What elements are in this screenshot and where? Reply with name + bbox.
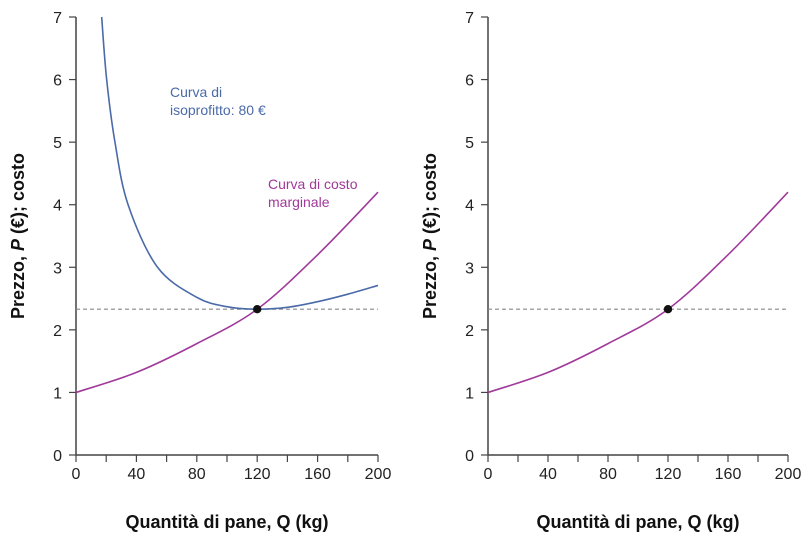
- x-tick-label: 40: [128, 466, 146, 483]
- y-tick-label: 5: [53, 135, 62, 152]
- y-axis-label-part: P: [8, 238, 28, 251]
- series-label: Curva di costo: [268, 176, 358, 192]
- y-tick-label: 1: [53, 385, 62, 402]
- equilibrium-point: [253, 305, 262, 314]
- y-axis-label-part: Prezzo,: [420, 251, 440, 319]
- y-tick-label: 6: [53, 73, 62, 90]
- chart-panel-1: 0 40 80 120 160 200 0 1 2 3 4 5 6 7 Quantità di pane, …: [8, 10, 391, 532]
- x-tick-label: 0: [484, 466, 493, 483]
- equilibrium-point: [663, 305, 673, 314]
- x-tick-label: 200: [775, 466, 802, 483]
- y-axis-label: Prezzo, P (€); costo: [8, 153, 28, 319]
- series-label: Curva di: [170, 84, 222, 100]
- y-axis-label-part: P: [420, 238, 440, 251]
- y-axis-label-part: (€); costo: [8, 153, 28, 239]
- x-tick-label: 160: [304, 466, 331, 483]
- series-label: isoprofitto: 80 €: [170, 102, 266, 118]
- x-tick-label: 80: [188, 466, 206, 483]
- y-tick-label: 0: [53, 448, 62, 465]
- x-axis-label: Quantità di pane, Q (kg): [536, 512, 739, 532]
- y-tick-label: 1: [465, 385, 474, 402]
- series-label: marginale: [268, 194, 330, 210]
- y-tick-label: 2: [53, 323, 62, 340]
- series-line-2: [75, 191, 379, 394]
- x-tick-label: 120: [655, 466, 682, 483]
- series-line-1: [100, 16, 379, 311]
- x-tick-label: 0: [72, 466, 81, 483]
- y-axis-label: Prezzo, P (€); costo: [420, 153, 440, 319]
- y-tick-label: 0: [465, 448, 474, 465]
- y-tick-label: 2: [465, 323, 474, 340]
- y-tick-label: 4: [465, 198, 474, 215]
- x-tick-label: 160: [715, 466, 742, 483]
- y-tick-label: 3: [53, 260, 62, 277]
- y-tick-label: 6: [465, 73, 474, 90]
- y-axis-label-part: (€); costo: [420, 153, 440, 239]
- x-axis-label: Quantità di pane, Q (kg): [125, 512, 328, 532]
- series-line-1: [487, 191, 789, 394]
- x-tick-label: 40: [539, 466, 557, 483]
- y-tick-label: 7: [465, 10, 474, 27]
- x-tick-label: 80: [599, 466, 617, 483]
- x-tick-label: 200: [365, 466, 392, 483]
- y-axis-label-part: Prezzo,: [8, 251, 28, 319]
- x-tick-label: 120: [244, 466, 271, 483]
- y-tick-label: 7: [53, 10, 62, 27]
- y-tick-label: 3: [465, 260, 474, 277]
- y-tick-label: 5: [465, 135, 474, 152]
- y-tick-label: 4: [53, 198, 62, 215]
- chart-panel-2: 0 40 80 120 160 200 0 1 2 3 4 5 6 7 Quantità di pane, …: [420, 10, 801, 532]
